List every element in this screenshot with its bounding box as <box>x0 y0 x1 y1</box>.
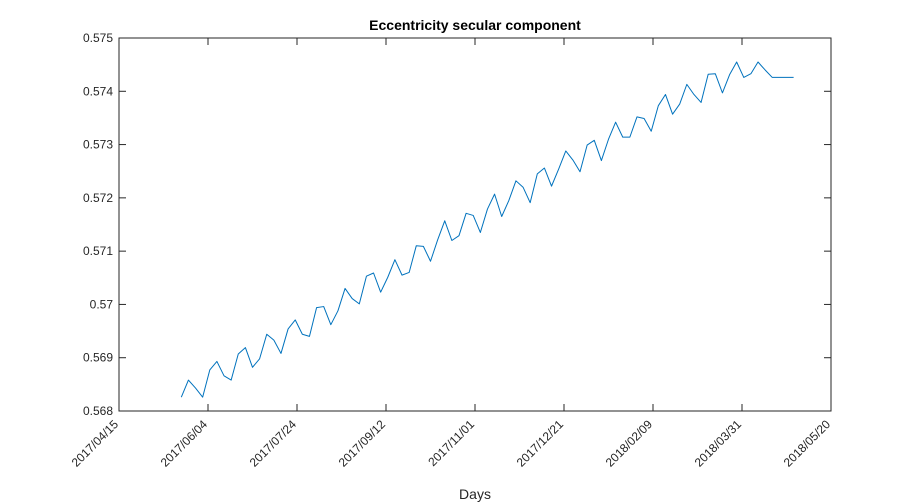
x-tick-label: 2017/07/24 <box>247 417 300 470</box>
x-tick-label: 2018/02/09 <box>603 417 656 470</box>
y-tick-label: 0.568 <box>83 404 113 418</box>
chart-title: Eccentricity secular component <box>369 17 581 33</box>
x-tick-label: 2017/04/15 <box>69 417 122 470</box>
plot-area-frame <box>118 37 832 412</box>
x-tick-label: 2018/03/31 <box>692 417 745 470</box>
y-tick-label: 0.569 <box>83 351 113 365</box>
series-line <box>180 61 794 398</box>
x-tick-label: 2018/05/20 <box>781 417 834 470</box>
y-axis: 0.568 0.569 0.57 0.571 0.572 0.573 0.574 0.575 <box>83 31 831 418</box>
y-tick-label: 0.573 <box>83 138 113 152</box>
y-tick-label: 0.571 <box>83 244 113 258</box>
x-tick-label: 2017/06/04 <box>158 417 211 470</box>
x-axis-label: Days <box>459 486 491 502</box>
x-tick-label: 2017/11/01 <box>425 417 477 469</box>
x-tick-label: 2017/12/21 <box>514 417 567 470</box>
y-tick-label: 0.574 <box>83 84 113 98</box>
y-tick-label: 0.57 <box>90 297 114 311</box>
series-layer <box>180 61 794 398</box>
y-tick-label: 0.572 <box>83 191 113 205</box>
y-tick-label: 0.575 <box>83 31 113 45</box>
x-tick-label: 2017/09/12 <box>336 417 389 470</box>
